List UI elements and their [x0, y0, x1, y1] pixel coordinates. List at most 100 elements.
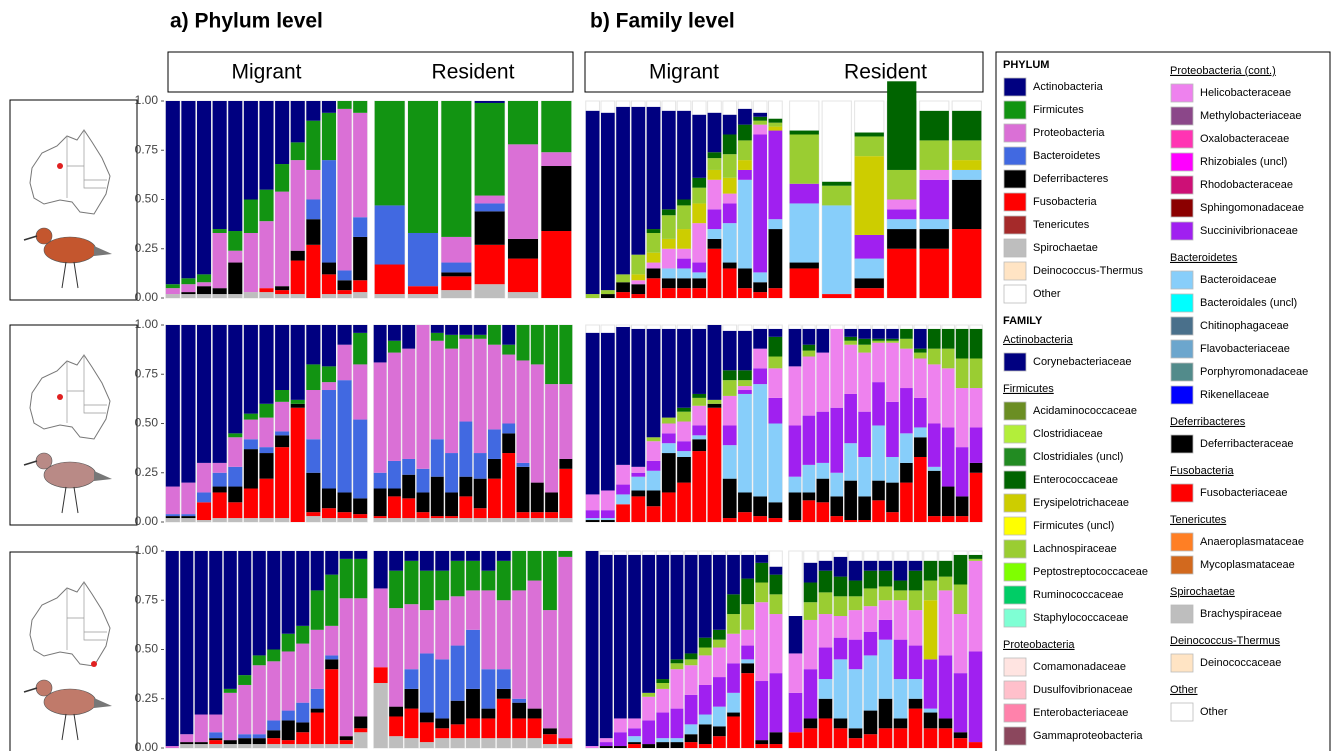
- legend-swatch: [1003, 238, 1027, 258]
- bar-segment: [738, 288, 752, 298]
- bar-segment: [900, 482, 913, 522]
- legend-label: Clostridiales (uncl): [1033, 451, 1123, 463]
- bar-segment: [259, 101, 274, 190]
- bar-segment: [878, 600, 893, 620]
- bar-segment: [325, 625, 339, 656]
- bar-segment: [275, 325, 290, 391]
- bar-segment: [887, 248, 917, 298]
- bar-segment: [692, 114, 707, 178]
- bar-segment: [353, 514, 368, 519]
- bar-segment: [512, 718, 527, 739]
- bar-segment: [755, 740, 769, 745]
- bar-segment: [628, 736, 641, 743]
- bar-segment: [353, 280, 368, 293]
- bar-segment: [646, 437, 661, 442]
- bar-segment: [243, 292, 258, 298]
- bar-segment: [768, 118, 783, 123]
- bar-segment: [858, 496, 871, 521]
- legend-swatch: [1170, 198, 1194, 218]
- bar-segment: [707, 399, 722, 404]
- bar-segment: [872, 342, 885, 383]
- bar-segment: [389, 551, 403, 571]
- panel-title: a) Phylum level: [170, 10, 323, 33]
- legend-label: Bacteroidetes: [1033, 150, 1101, 162]
- bar-segment: [955, 447, 969, 497]
- bar-segment: [684, 742, 698, 748]
- bar-segment: [353, 364, 368, 420]
- bar-segment: [165, 325, 180, 487]
- bar-segment: [441, 236, 472, 263]
- bar-segment: [908, 645, 923, 680]
- bar-segment: [908, 560, 923, 571]
- bar-segment: [197, 101, 212, 275]
- bar-segment: [419, 742, 434, 748]
- bar-segment: [788, 520, 802, 522]
- bar-segment: [459, 518, 473, 522]
- bar-segment: [952, 169, 982, 180]
- bar-segment: [252, 738, 266, 745]
- bar-segment: [692, 262, 707, 273]
- bar-segment: [212, 472, 227, 487]
- bar-segment: [388, 352, 401, 461]
- bar-segment: [296, 722, 310, 733]
- bar-segment: [631, 254, 646, 275]
- bar-segment: [830, 328, 844, 408]
- bar-segment: [545, 518, 558, 522]
- bar-segment: [858, 456, 871, 497]
- bar-segment: [900, 462, 913, 483]
- bar-segment: [600, 510, 615, 519]
- bar-segment: [281, 551, 295, 634]
- bar-segment: [275, 435, 290, 448]
- bar-segment: [516, 325, 530, 361]
- bar-segment: [661, 492, 676, 522]
- bar-segment: [165, 516, 180, 519]
- bar-segment: [707, 169, 722, 180]
- bar-segment: [181, 294, 196, 298]
- bar-segment: [325, 551, 339, 575]
- bar-segment: [858, 344, 871, 353]
- bar-segment: [738, 160, 752, 170]
- bar-segment: [698, 637, 712, 648]
- legend-swatch: [1003, 100, 1027, 120]
- bar-segment: [441, 101, 472, 237]
- bar-segment: [893, 728, 908, 748]
- bar-segment: [919, 179, 949, 220]
- bar-segment: [727, 554, 740, 595]
- bar-segment: [445, 518, 458, 522]
- bar-segment: [481, 551, 496, 571]
- bar-segment: [923, 659, 938, 709]
- bar-segment: [275, 286, 290, 291]
- bar-segment: [306, 219, 321, 245]
- bar-segment: [209, 740, 223, 745]
- bar-segment: [435, 718, 450, 729]
- bar-segment: [628, 744, 641, 748]
- bar-segment: [656, 742, 670, 748]
- bar-segment: [646, 328, 661, 438]
- bar-segment: [259, 288, 274, 293]
- bar-segment: [955, 328, 969, 359]
- legend-swatch: [1170, 221, 1194, 241]
- bar-segment: [914, 397, 927, 428]
- bar-segment: [670, 659, 684, 664]
- bar-segment: [938, 590, 953, 656]
- bar-segment: [473, 518, 487, 522]
- bar-segment: [646, 506, 661, 522]
- bar-segment: [600, 332, 615, 491]
- bar-segment: [722, 445, 737, 479]
- legend-label: Rhizobiales (uncl): [1200, 156, 1287, 168]
- bar-segment: [768, 368, 783, 398]
- y-tick-label: 0.00: [135, 740, 159, 751]
- bar-segment: [325, 574, 339, 626]
- bar-segment: [707, 403, 722, 408]
- bird-illustration: [23, 581, 112, 741]
- bar-segment: [722, 518, 737, 522]
- legend-box: [995, 51, 1331, 751]
- bar-segment: [692, 223, 707, 263]
- bar-segment: [481, 570, 496, 591]
- bar-segment: [474, 203, 505, 212]
- bar-segment: [968, 651, 983, 743]
- bar-segment: [833, 659, 848, 719]
- bar-segment: [212, 294, 227, 298]
- bar-segment: [818, 718, 833, 748]
- bar-segment: [402, 458, 416, 475]
